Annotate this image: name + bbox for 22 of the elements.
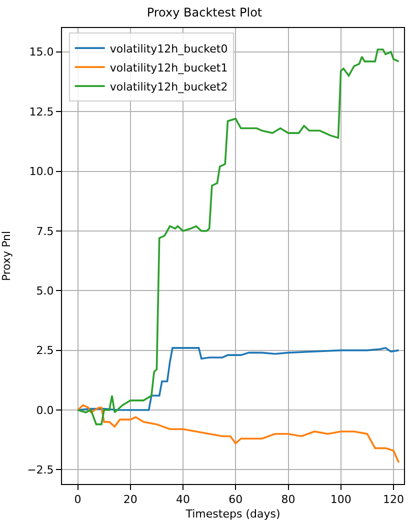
y-tick-label: 5.0	[36, 284, 54, 298]
y-tick-label: 12.5	[29, 105, 54, 118]
x-tick-label: 120	[382, 493, 404, 506]
y-tick-label: 0.0	[36, 404, 54, 417]
legend-label: volatility12h_bucket1	[110, 61, 228, 74]
y-tick-label: 15.0	[29, 46, 54, 59]
x-tick-label: 60	[228, 493, 243, 506]
x-tick-label: 80	[281, 493, 296, 506]
chart-title: Proxy Backtest Plot	[146, 5, 262, 20]
y-tick-label: −2.5	[27, 464, 54, 477]
y-tick-label: 10.0	[29, 165, 54, 178]
x-tick-label: 0	[74, 493, 82, 506]
y-tick-label: 2.5	[36, 344, 54, 358]
y-tick-label: 7.5	[36, 224, 54, 238]
legend-label: volatility12h_bucket2	[110, 80, 228, 94]
y-axis-title: Proxy Pnl	[0, 230, 13, 282]
x-tick-label: 40	[176, 493, 190, 506]
x-axis-title: Timesteps (days)	[184, 507, 280, 520]
legend-label: volatility12h_bucket0	[110, 42, 228, 56]
line-series	[76, 404, 400, 464]
x-tick-label: 100	[330, 493, 352, 506]
x-tick-label: 20	[123, 493, 138, 506]
